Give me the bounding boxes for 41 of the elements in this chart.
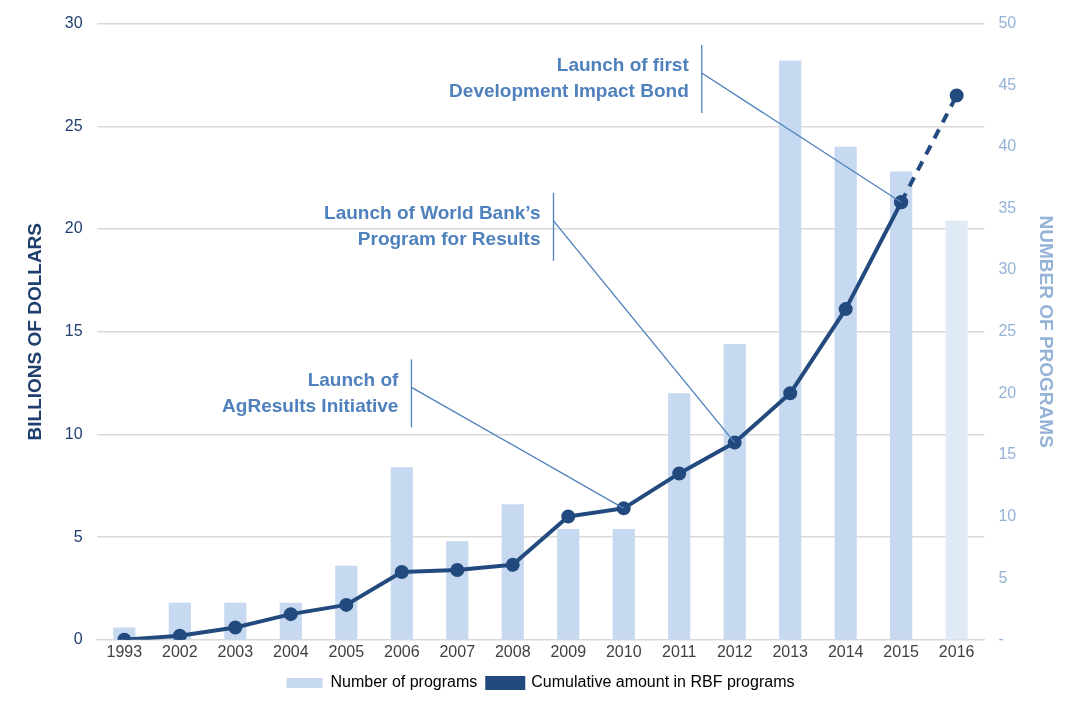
y2-tick-label: 25 [998,322,1017,340]
y-tick-label: 20 [64,219,83,237]
x-tick-label: 2015 [883,642,920,660]
x-tick-label: 2005 [328,642,365,660]
y2-tick-label: - [998,630,1004,648]
x-tick-label: 2009 [550,642,587,660]
x-tick-label: 2011 [662,642,697,660]
x-tick-label: 2016 [938,642,975,660]
y-axis-title: BILLIONS OF DOLLARS [23,222,45,441]
y2-tick-label: 15 [998,445,1017,463]
y2-tick-label: 5 [998,568,1008,586]
x-tick-label: 2004 [273,642,309,660]
annotation: Launch of World Bank’s Program for Results [324,202,541,250]
y2-tick-label: 40 [998,137,1017,155]
y2-tick-label: 10 [998,506,1017,524]
annotation: Launch of AgResults Initiative [222,368,400,416]
x-tick-label: 1993 [106,642,143,660]
y-tick-label: 5 [73,527,83,545]
x-tick-label: 2003 [217,642,254,660]
y2-tick-label: 45 [998,75,1017,93]
y2-tick-label: 30 [998,260,1017,278]
y2-axis-title: NUMBER OF PROGRAMS [1036,215,1058,448]
y2-tick-label: 35 [998,198,1017,216]
y-tick-label: 25 [64,116,83,134]
y2-tick-label: 20 [998,383,1017,401]
y-tick-label: 10 [64,424,83,442]
x-tick-label: 2014 [827,642,864,660]
legend-label: Cumulative amount in RBF programs [531,673,795,691]
x-tick-label: 2013 [772,642,809,660]
x-tick-label: 2006 [383,642,420,660]
annotation: Launch of first Development Impact Bond [449,54,690,102]
x-tick-label: 2010 [605,642,642,660]
y-tick-label: 15 [64,322,83,340]
x-tick-label: 2002 [162,642,198,660]
y2-tick-label: 50 [998,14,1017,32]
x-tick-label: 2008 [494,642,531,660]
x-tick-label: 2007 [439,642,476,660]
legend-label: Number of programs [330,673,478,691]
y-tick-label: 30 [64,14,83,32]
y-tick-label: 0 [73,630,83,648]
x-tick-label: 2012 [716,642,753,660]
